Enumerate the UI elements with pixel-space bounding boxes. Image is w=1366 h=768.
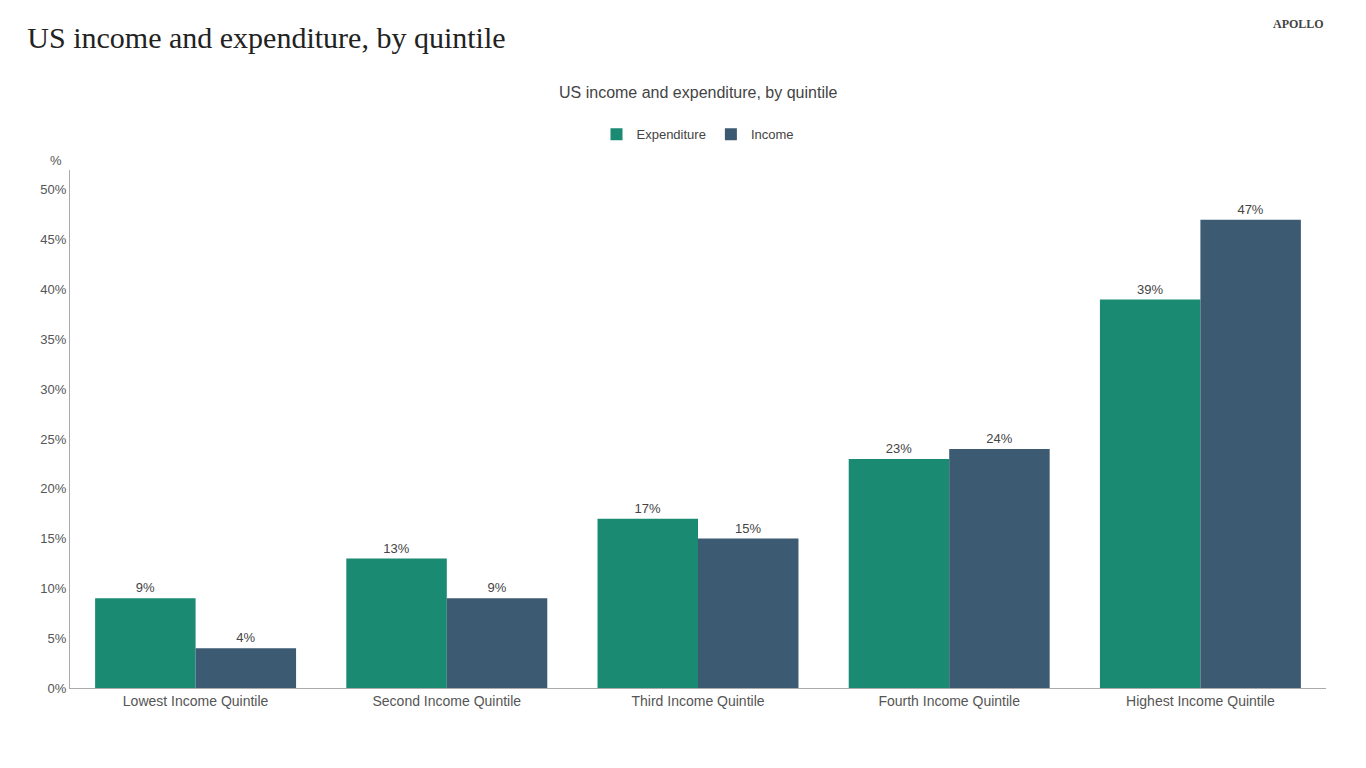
- svg-text:Lowest Income Quintile: Lowest Income Quintile: [123, 693, 269, 709]
- svg-text:24%: 24%: [986, 431, 1012, 446]
- svg-text:9%: 9%: [136, 580, 155, 595]
- svg-text:US income and expenditure, by: US income and expenditure, by quintile: [559, 84, 837, 101]
- svg-text:15%: 15%: [735, 521, 761, 536]
- svg-text:23%: 23%: [886, 441, 912, 456]
- svg-text:US income and expenditure, by: US income and expenditure, by quintile: [27, 21, 505, 54]
- svg-text:APOLLO: APOLLO: [1273, 17, 1324, 31]
- svg-text:35%: 35%: [40, 332, 66, 347]
- svg-text:4%: 4%: [236, 630, 255, 645]
- svg-text:0%: 0%: [48, 681, 67, 696]
- svg-text:40%: 40%: [40, 282, 66, 297]
- svg-text:20%: 20%: [40, 481, 66, 496]
- svg-text:13%: 13%: [383, 541, 409, 556]
- svg-text:47%: 47%: [1237, 202, 1263, 217]
- svg-text:10%: 10%: [40, 581, 66, 596]
- svg-text:17%: 17%: [635, 501, 661, 516]
- svg-text:Second Income Quintile: Second Income Quintile: [372, 693, 521, 709]
- svg-text:39%: 39%: [1137, 282, 1163, 297]
- svg-text:%: %: [50, 153, 62, 168]
- svg-text:9%: 9%: [487, 580, 506, 595]
- svg-text:25%: 25%: [40, 432, 66, 447]
- svg-text:Income: Income: [751, 127, 794, 142]
- svg-text:30%: 30%: [40, 382, 66, 397]
- svg-text:Expenditure: Expenditure: [637, 127, 706, 142]
- svg-text:Third Income Quintile: Third Income Quintile: [631, 693, 764, 709]
- svg-text:15%: 15%: [40, 531, 66, 546]
- svg-text:Fourth Income Quintile: Fourth Income Quintile: [878, 693, 1020, 709]
- svg-text:5%: 5%: [48, 631, 67, 646]
- svg-text:50%: 50%: [40, 182, 66, 197]
- svg-text:45%: 45%: [40, 232, 66, 247]
- svg-text:Highest Income Quintile: Highest Income Quintile: [1126, 693, 1275, 709]
